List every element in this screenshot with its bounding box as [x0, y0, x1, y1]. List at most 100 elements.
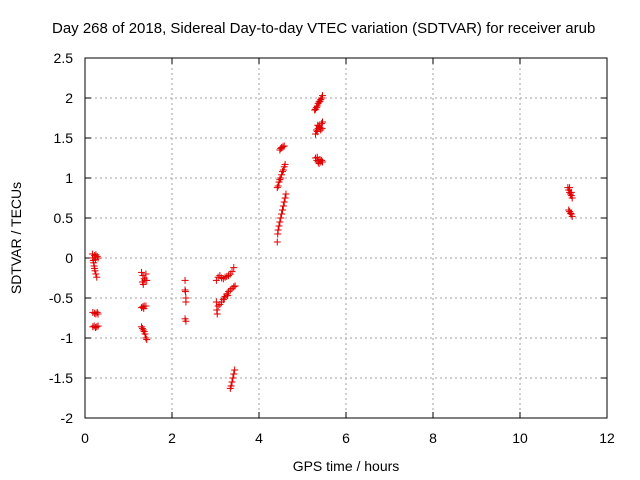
data-point	[91, 256, 99, 264]
data-point	[230, 264, 238, 272]
data-point	[281, 194, 289, 202]
data-point	[182, 298, 190, 306]
data-point	[317, 96, 325, 104]
data-point	[567, 188, 575, 196]
y-tick-label: 1.5	[54, 130, 74, 146]
data-point	[138, 324, 146, 332]
data-point	[273, 184, 281, 192]
data-point	[138, 268, 146, 276]
tick-layer: 0 2 4 6 8 10 12 -2 -1.5 -1 -0.5 0 0.5 1 1.5 2 2.5	[49, 50, 615, 446]
data-point	[93, 323, 101, 331]
data-point	[230, 370, 238, 378]
data-point	[281, 160, 289, 168]
data-point	[230, 283, 238, 291]
data-point	[181, 288, 189, 296]
data-point	[280, 142, 288, 150]
data-point	[228, 378, 236, 386]
x-tick-label: 0	[81, 430, 89, 446]
data-point	[280, 198, 288, 206]
data-point	[229, 374, 237, 382]
data-point	[214, 273, 222, 281]
data-point	[312, 104, 320, 112]
data-point	[568, 212, 576, 220]
data-point	[141, 330, 149, 338]
y-tick-label: 1	[65, 170, 73, 186]
data-point	[93, 308, 101, 316]
y-tick-label: 2	[65, 90, 73, 106]
data-point	[138, 323, 146, 331]
data-point	[274, 182, 282, 190]
data-point	[94, 322, 102, 330]
data-point	[319, 118, 327, 126]
data-point	[93, 252, 101, 260]
data-point	[143, 276, 151, 284]
data-point	[277, 214, 285, 222]
x-tick-label: 6	[342, 430, 350, 446]
data-point	[278, 206, 286, 214]
y-tick-label: 2.5	[54, 50, 74, 66]
data-point	[313, 153, 321, 161]
data-point	[221, 273, 229, 281]
data-point	[225, 272, 233, 280]
x-axis-label: GPS time / hours	[293, 458, 400, 474]
x-tick-label: 10	[512, 430, 528, 446]
data-point	[279, 166, 287, 174]
data-point	[226, 286, 234, 294]
data-point	[139, 280, 147, 288]
y-tick-label: 0.5	[54, 210, 74, 226]
data-point	[142, 270, 150, 278]
data-point	[142, 334, 150, 342]
y-tick-label: -0.5	[49, 290, 73, 306]
y-tick-label: -1.5	[49, 370, 73, 386]
data-point	[312, 105, 320, 113]
data-point	[319, 158, 327, 166]
data-point	[139, 326, 147, 334]
data-point	[140, 304, 148, 312]
y-tick-label: -1	[61, 330, 74, 346]
data-point	[139, 272, 147, 280]
data-point	[212, 276, 220, 284]
data-point	[279, 143, 287, 151]
data-point	[278, 168, 286, 176]
data-point	[218, 274, 226, 282]
data-point	[181, 276, 189, 284]
data-point	[317, 126, 325, 134]
data-point	[143, 336, 151, 344]
data-point	[319, 92, 327, 100]
y-tick-label: -2	[61, 410, 74, 426]
data-point	[273, 238, 281, 246]
data-point	[182, 317, 190, 325]
x-tick-label: 12	[599, 430, 615, 446]
data-point	[277, 174, 285, 182]
data-point	[227, 382, 235, 390]
y-tick-label: 0	[65, 250, 73, 266]
x-tick-label: 8	[429, 430, 437, 446]
data-point	[276, 176, 284, 184]
data-point	[313, 128, 321, 136]
data-point	[278, 210, 286, 218]
data-point	[93, 273, 101, 281]
data-point	[318, 124, 326, 132]
data-point	[282, 190, 290, 198]
data-point	[231, 366, 239, 374]
grid-layer	[85, 58, 607, 418]
data-point	[225, 288, 233, 296]
data-point	[139, 303, 147, 311]
data-point	[274, 226, 282, 234]
data-point	[565, 206, 573, 214]
data-point	[318, 156, 326, 164]
data-point	[231, 282, 239, 290]
data-point	[278, 171, 286, 179]
y-axis-label: SDTVAR / TECUs	[8, 182, 24, 294]
data-point	[275, 222, 283, 230]
data-point	[92, 270, 100, 278]
data-point	[91, 267, 99, 275]
data-point	[566, 184, 574, 192]
data-point	[276, 218, 284, 226]
data-point	[279, 202, 287, 210]
data-point	[228, 268, 236, 276]
data-point	[213, 310, 221, 318]
data-point	[566, 190, 574, 198]
data-point	[566, 209, 574, 217]
